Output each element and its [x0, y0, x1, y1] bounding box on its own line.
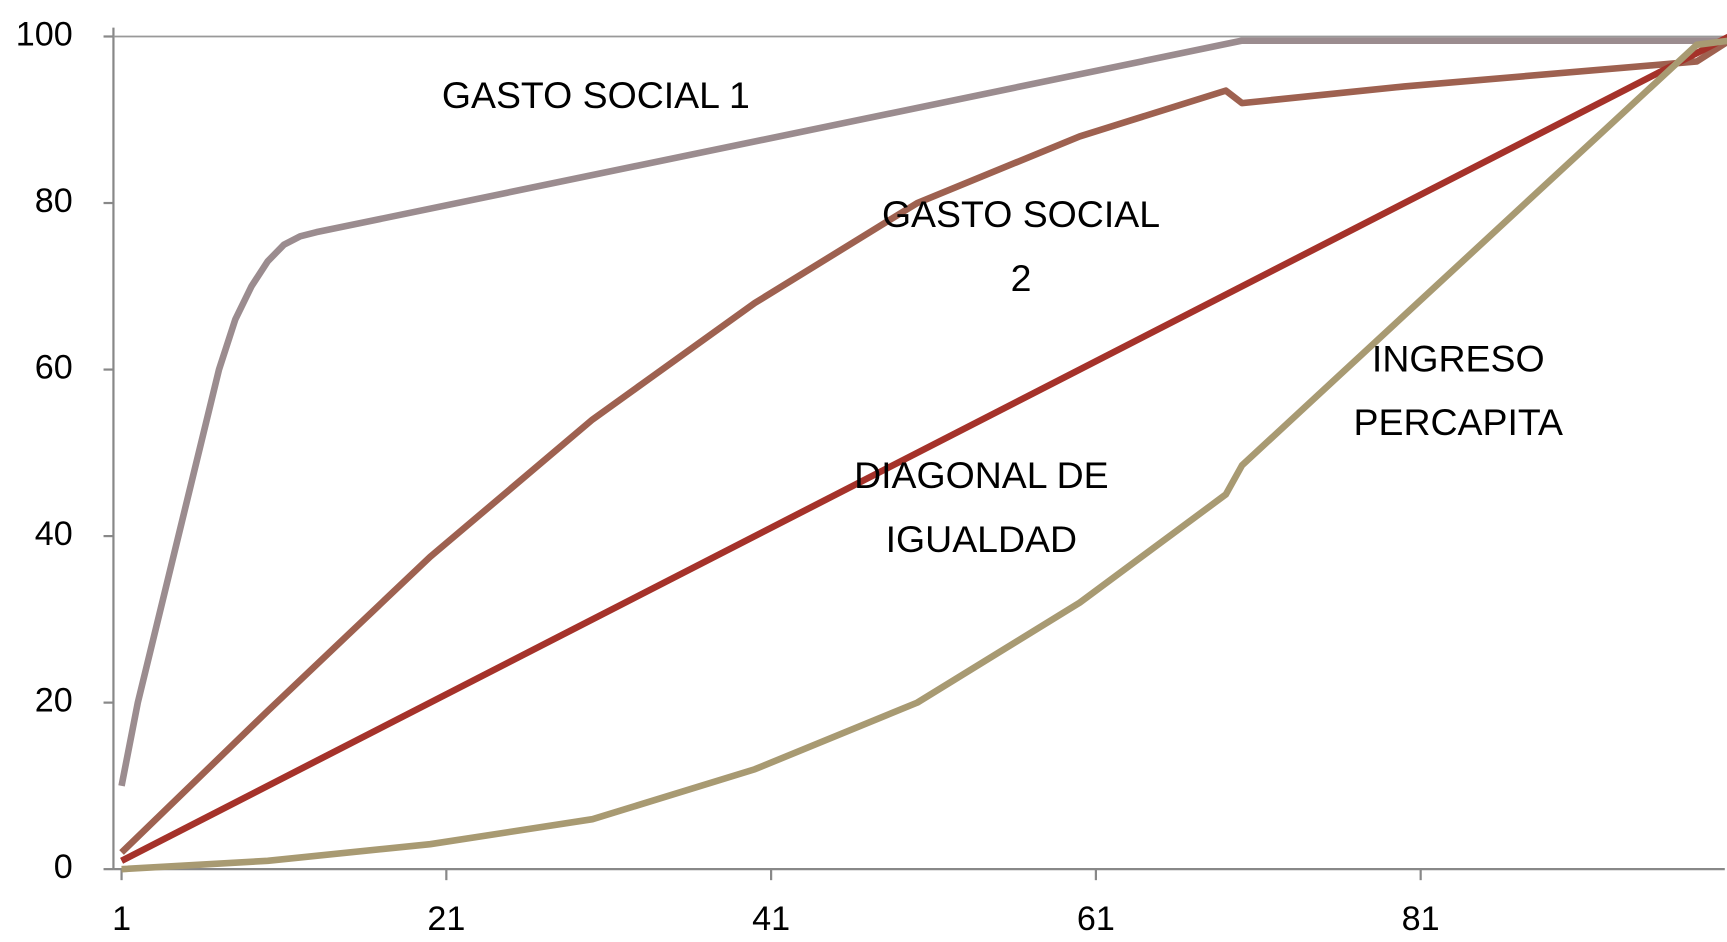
x-tick-label: 61 [1077, 900, 1115, 938]
series-line [120, 33, 1727, 864]
series-line [119, 38, 1727, 855]
x-tick-label: 81 [1402, 900, 1440, 938]
series-line [118, 37, 1727, 787]
y-tick-label: 40 [35, 515, 73, 553]
annotation: PERCAPITA [1354, 401, 1563, 443]
series-line [121, 37, 1727, 873]
y-tick-label: 100 [16, 16, 73, 54]
y-tick-label: 0 [54, 848, 73, 886]
y-tick-label: 20 [35, 682, 73, 720]
x-tick-label: 21 [427, 900, 465, 938]
x-tick-label: 1 [112, 900, 131, 938]
y-tick-label: 60 [35, 349, 73, 387]
annotation: IGUALDAD [886, 518, 1077, 560]
y-tick-label: 80 [35, 182, 73, 220]
x-tick-label: 41 [752, 900, 790, 938]
annotation: DIAGONAL DE [854, 454, 1109, 496]
annotation: GASTO SOCIAL [882, 193, 1160, 235]
annotation: INGRESO [1372, 337, 1545, 379]
annotation: 2 [1011, 257, 1032, 299]
annotation: GASTO SOCIAL 1 [442, 74, 750, 116]
